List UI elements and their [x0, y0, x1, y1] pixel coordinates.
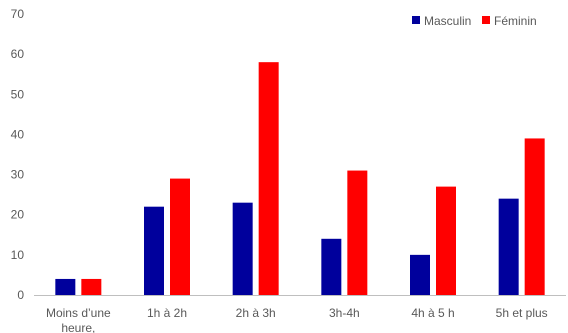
y-tick-label: 20	[11, 208, 25, 222]
legend-swatch-feminin	[482, 16, 490, 24]
bar-feminin	[170, 178, 190, 295]
bar-feminin	[81, 278, 102, 295]
bar-feminin	[258, 62, 279, 295]
bar-masculin	[232, 202, 253, 295]
x-category-label: 2h à 3h	[236, 306, 276, 320]
bar-masculin	[144, 206, 164, 295]
x-category-label: 1h à 2h	[147, 306, 187, 320]
y-tick-label: 50	[11, 87, 25, 101]
y-tick-label: 0	[17, 288, 24, 302]
x-category-label: 5h et plus	[496, 306, 548, 320]
bar-feminin	[524, 138, 545, 295]
bar-masculin	[321, 238, 342, 295]
bar-masculin	[498, 198, 519, 295]
y-tick-label: 70	[11, 7, 25, 21]
legend-label-feminin: Féminin	[494, 14, 537, 28]
x-axis-categories: Moins d’une heure, 1h à 2h 2h à 3h 3h-4h 4h à…	[46, 306, 548, 333]
y-tick-label: 10	[11, 248, 25, 262]
legend-label-masculin: Masculin	[424, 14, 471, 28]
bars	[55, 62, 545, 295]
y-axis-ticks: 0 10 20 30 40 50 60 70	[11, 7, 25, 302]
bar-feminin	[436, 186, 456, 295]
y-tick-label: 60	[11, 47, 25, 61]
bar-feminin	[347, 170, 368, 295]
x-category-label: 4h à 5 h	[411, 306, 454, 320]
x-category-label: Moins d’une heure,	[46, 306, 111, 333]
legend: Masculin Féminin	[412, 14, 537, 28]
bar-masculin	[410, 254, 430, 295]
y-tick-label: 30	[11, 168, 25, 182]
legend-swatch-masculin	[412, 16, 420, 24]
x-category-label: 3h-4h	[329, 306, 360, 320]
bar-masculin	[55, 278, 76, 295]
y-tick-label: 40	[11, 127, 25, 141]
